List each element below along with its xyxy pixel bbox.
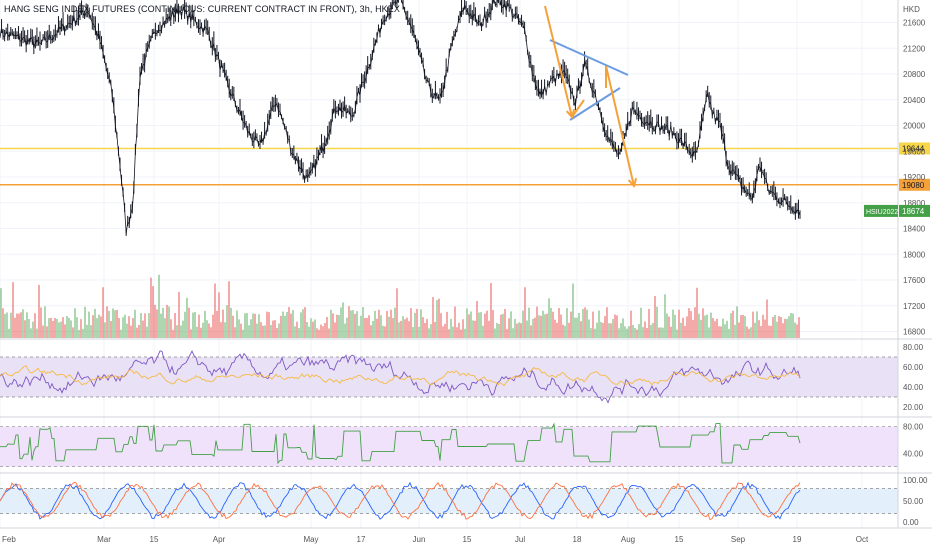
arrow-2 (605, 65, 635, 187)
price-tick-label: 19200 (903, 173, 926, 182)
oscillator-line (0, 482, 801, 521)
last-price-symbol-tag (864, 204, 898, 217)
price-axis-unit: HKD (903, 5, 920, 14)
price-tick-label: 20800 (903, 70, 926, 79)
price-line (0, 0, 801, 234)
time-tick-label: 15 (463, 535, 472, 544)
oscillator-line (0, 350, 801, 404)
price-tick-label: 20400 (903, 96, 926, 105)
oscillator-line (0, 365, 801, 387)
triangle-upper-line (549, 39, 629, 76)
time-axis: Feb Mar 15 Apr May 17 Jun 15 Jul 18 Aug 15 Sep 19 Oct (0, 527, 932, 544)
time-tick-label: Oct (856, 535, 869, 544)
time-tick-label: Aug (621, 535, 635, 544)
last-price-tag (899, 204, 930, 217)
level-tag-19644 (899, 142, 930, 155)
level-label: 19644 (902, 144, 925, 153)
oscillator-tick: 50.00 (903, 497, 924, 506)
time-tick-label: 15 (150, 535, 159, 544)
time-tick-label: 18 (573, 535, 582, 544)
trend-drawings[interactable] (544, 5, 638, 189)
level-tag-19080 (899, 178, 930, 191)
price-series (0, 0, 801, 236)
level-label: 19080 (902, 181, 925, 190)
chart-title: HANG SENG INDEX FUTURES (CONTINUOUS: CUR… (4, 4, 400, 14)
oscillator-band (0, 426, 898, 467)
price-tick-label: 21600 (903, 19, 926, 28)
time-tick-label: Mar (97, 535, 111, 544)
oscillator-tick: 80.00 (903, 423, 924, 432)
oscillator-tick: 100.00 (903, 476, 928, 485)
oscillator-tick: 80.00 (903, 343, 924, 352)
oscillator-panes: 80.00 60.00 40.00 20.00 80.00 40.00 100.00 50.0… (0, 338, 932, 527)
oscillator-tick: 40.00 (903, 449, 924, 458)
time-tick-label: Feb (2, 535, 16, 544)
oscillator-band (0, 357, 898, 397)
oscillator-line (0, 422, 801, 465)
horizontal-levels[interactable]: 19644 19080 (0, 142, 930, 191)
time-tick-label: Apr (213, 535, 226, 544)
volume-bars (0, 274, 800, 338)
oscillator-tick: 0.00 (903, 518, 919, 527)
arrow-1-tail (571, 99, 585, 118)
time-tick-label: May (303, 535, 318, 544)
oscillator-tick: 60.00 (903, 363, 924, 372)
price-tick-label: 17600 (903, 276, 926, 285)
time-tick-label: Jul (515, 535, 525, 544)
price-tick-label: 19600 (903, 147, 926, 156)
time-tick-label: 19 (793, 535, 802, 544)
last-price-symbol: HSIU2022 (866, 209, 898, 216)
price-axis: HKD 21600 21200 20800 20400 20000 19600 19200 18… (864, 0, 930, 528)
price-tick-label: 21200 (903, 44, 926, 53)
price-tick-label: 18400 (903, 225, 926, 234)
oscillator-line (0, 481, 801, 520)
time-tick-label: Jun (413, 535, 426, 544)
time-tick-label: Sep (731, 535, 746, 544)
price-tick-label: 18000 (903, 250, 926, 259)
oscillator-tick: 20.00 (903, 403, 924, 412)
time-tick-label: 15 (675, 535, 684, 544)
price-tick-label: 16800 (903, 328, 926, 337)
price-tick-label: 20000 (903, 122, 926, 131)
arrow-1 (544, 5, 573, 118)
arrow-2-head (627, 178, 638, 189)
last-price-label: 18674 (902, 207, 925, 216)
oscillator-tick: 40.00 (903, 383, 924, 392)
price-tick-label: 17200 (903, 302, 926, 311)
time-tick-label: 17 (357, 535, 366, 544)
price-tick-label: 18800 (903, 199, 926, 208)
